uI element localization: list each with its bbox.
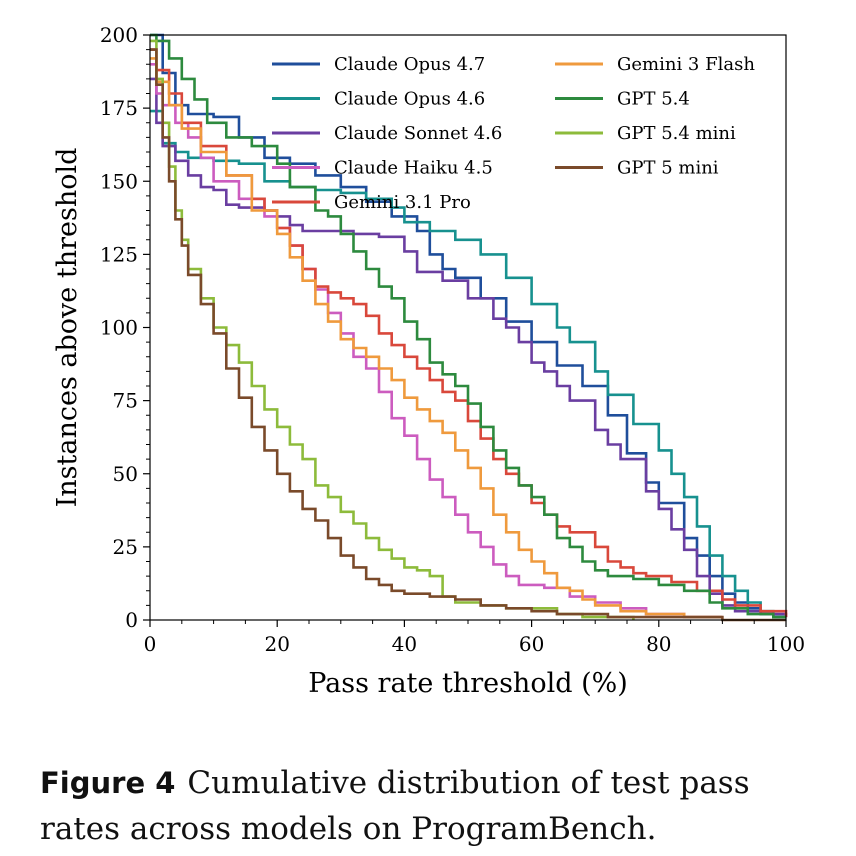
x-tick-label: 100 — [767, 632, 805, 656]
x-tick-label: 80 — [646, 632, 671, 656]
legend-label: Claude Opus 4.6 — [334, 89, 485, 110]
x-tick-label: 60 — [519, 632, 544, 656]
y-tick-label: 75 — [113, 389, 138, 413]
series-line-4 — [150, 63, 723, 619]
tick-layer: 0 20 40 60 80 100 0 25 50 75 100 125 150 175 200 — [100, 23, 805, 656]
x-tick-label: 0 — [144, 632, 157, 656]
y-axis-label: Instances above threshold — [52, 148, 83, 508]
y-tick-label: 0 — [125, 608, 138, 632]
x-tick-label: 40 — [392, 632, 417, 656]
x-axis-label: Pass rate threshold (%) — [308, 668, 628, 699]
figure-tag: Figure 4 — [40, 766, 176, 800]
series-line-7 — [150, 33, 786, 619]
figure-caption: Figure 4 Cumulative distribution of test … — [40, 760, 830, 852]
legend-label: GPT 5 mini — [617, 158, 719, 179]
legend-label: Claude Sonnet 4.6 — [334, 123, 502, 144]
y-tick-label: 50 — [113, 462, 138, 486]
legend: Claude Opus 4.7 Claude Opus 4.6 Claude Son… — [272, 54, 755, 213]
legend-label: GPT 5.4 — [617, 89, 690, 110]
y-tick-label: 150 — [100, 169, 138, 193]
series-layer — [150, 33, 788, 622]
chart: 0 20 40 60 80 100 0 25 50 75 100 125 150 175 200 Pass … — [52, 23, 805, 699]
legend-label: Claude Haiku 4.5 — [334, 158, 493, 179]
series-line-3 — [150, 77, 788, 618]
y-tick-label: 200 — [100, 23, 138, 47]
legend-label: Gemini 3 Flash — [617, 54, 755, 75]
y-tick-label: 125 — [100, 242, 138, 266]
y-tick-label: 25 — [113, 535, 138, 559]
series-line-2 — [150, 109, 786, 619]
y-tick-label: 100 — [100, 316, 138, 340]
series-line-6 — [150, 57, 723, 619]
legend-label: GPT 5.4 mini — [617, 123, 736, 144]
caption-text: Cumulative distribution of test pass rat… — [40, 765, 750, 847]
series-line-9 — [150, 48, 786, 622]
legend-label: Gemini 3.1 Pro — [334, 192, 471, 213]
x-tick-label: 20 — [264, 632, 289, 656]
legend-label: Claude Opus 4.7 — [334, 54, 485, 75]
y-tick-label: 175 — [100, 96, 138, 120]
